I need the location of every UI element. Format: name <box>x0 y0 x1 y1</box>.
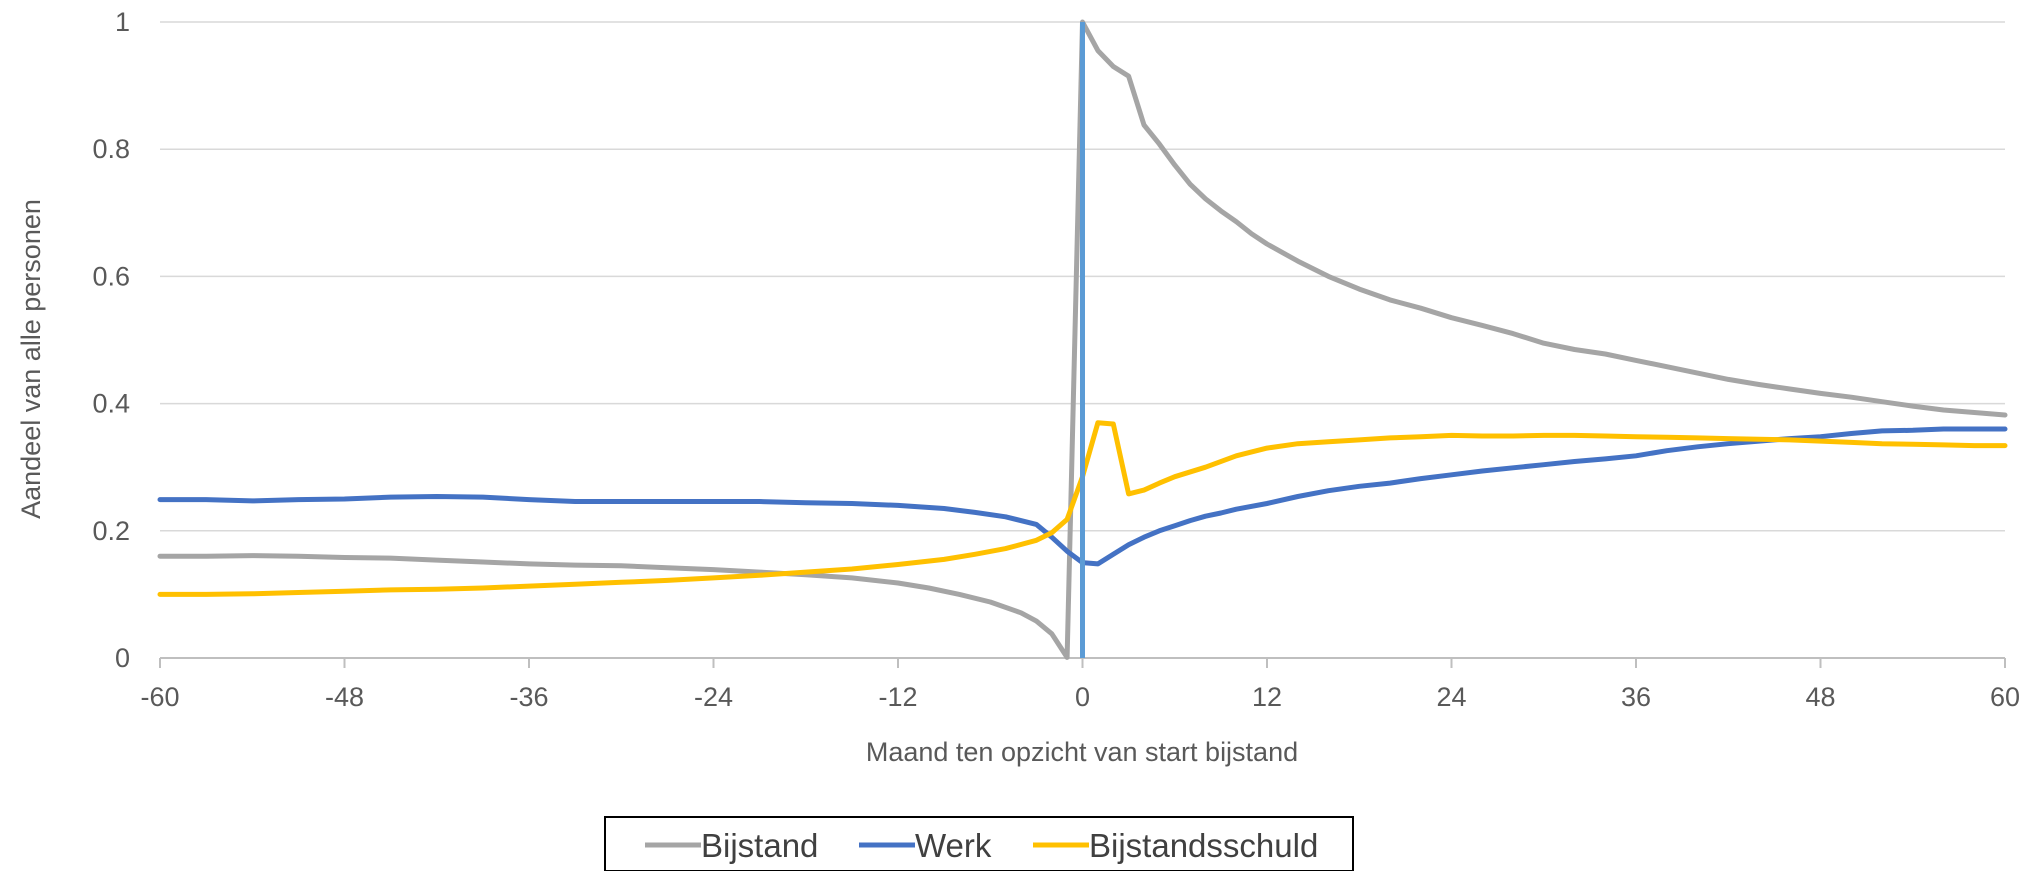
x-tick-label: 36 <box>1621 682 1651 712</box>
legend: Bijstand Werk Bijstandsschuld <box>604 816 1354 872</box>
y-tick-label: 0.2 <box>92 516 130 546</box>
x-tick-label: 0 <box>1075 682 1090 712</box>
x-tick-label: -48 <box>325 682 364 712</box>
x-tick-label: 60 <box>1990 682 2020 712</box>
x-tick-label: -24 <box>694 682 733 712</box>
y-tick-label: 0.6 <box>92 261 130 291</box>
x-tick-label: 12 <box>1252 682 1282 712</box>
series-line-bijstand <box>157 19 2008 660</box>
axes: 0 0.2 0.4 0.6 0.8 1 -60 -48 -36 -24 -12 0 12 24 36 48 60 <box>92 7 2020 712</box>
legend-box <box>604 816 1354 872</box>
x-axis-title: Maand ten opzicht van start bijstand <box>866 737 1298 767</box>
x-tick-label: -60 <box>140 682 179 712</box>
x-tick-label: 24 <box>1436 682 1466 712</box>
y-tick-label: 0 <box>115 643 130 673</box>
x-tick-label: -12 <box>878 682 917 712</box>
y-tick-label: 0.4 <box>92 389 130 419</box>
series-lines <box>157 19 2008 660</box>
x-tick-label: -36 <box>509 682 548 712</box>
y-tick-label: 1 <box>115 7 130 37</box>
y-axis-title: Aandeel van alle personen <box>16 199 46 519</box>
series-line-werk <box>157 426 2008 567</box>
legend-label: Werk <box>915 827 992 864</box>
legend-label: Bijstand <box>701 827 818 864</box>
x-tick-label: 48 <box>1805 682 1835 712</box>
legend-label: Bijstandsschuld <box>1089 827 1318 864</box>
y-tick-label: 0.8 <box>92 134 130 164</box>
series-line-bijstandsschuld <box>157 420 2008 597</box>
